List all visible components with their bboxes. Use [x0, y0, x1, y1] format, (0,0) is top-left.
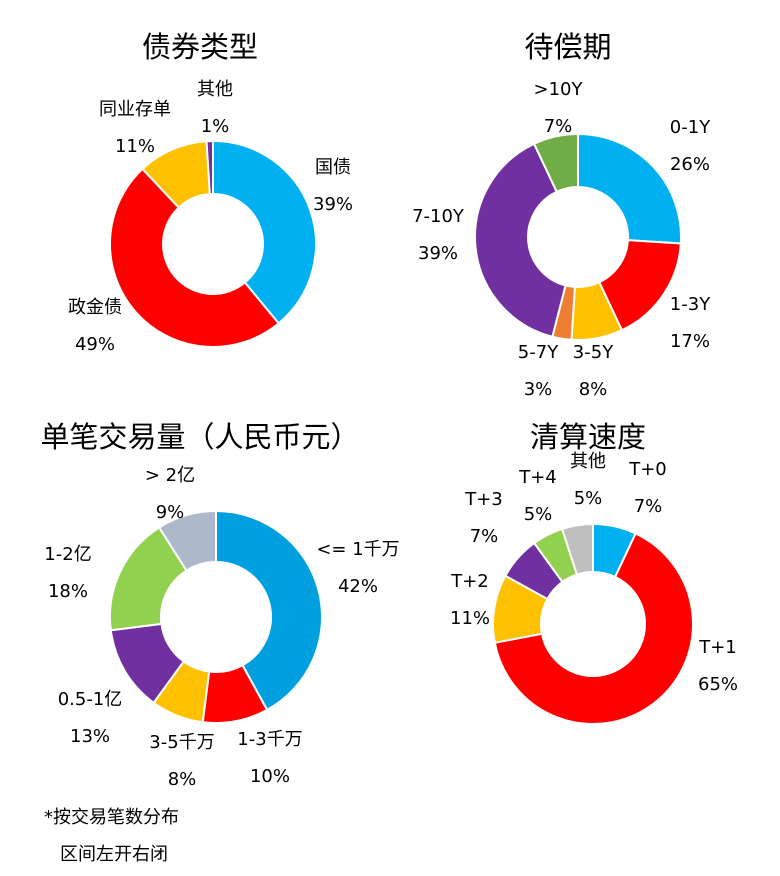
slice-label: 1-2亿 18%: [44, 536, 91, 610]
slice-percent: 7%: [633, 496, 663, 517]
slice-percent: 5%: [523, 504, 553, 525]
slice-label: 3-5Y 8%: [573, 334, 613, 408]
slice-category: T+4: [519, 467, 557, 488]
slice-label: T+4 5%: [519, 459, 557, 533]
slice-category: 1-3千万: [237, 729, 303, 750]
slice-category: 5-7Y: [517, 342, 559, 363]
slice-percent: 18%: [47, 581, 88, 602]
slice-label: > 2亿 9%: [145, 457, 195, 531]
slice-percent: 65%: [697, 674, 739, 695]
slice-label: 政金债 49%: [68, 289, 122, 363]
slice-category: 0.5-1亿: [57, 689, 123, 710]
slice-label: 3-5千万 8%: [149, 724, 214, 798]
slice-percent: 10%: [249, 766, 290, 787]
slice-percent: 1%: [200, 116, 230, 137]
slice-category: 1-3Y: [669, 294, 711, 315]
slice-label: 7-10Y 39%: [412, 198, 464, 272]
slice-category: 国债: [314, 157, 351, 178]
donut-slice: [560, 522, 594, 576]
slice-label: 1-3千万 10%: [237, 721, 302, 795]
slice-category: 0-1Y: [669, 117, 711, 138]
slice-category: 其他: [570, 451, 606, 472]
slice-category: <= 1千万: [316, 539, 400, 560]
slice-label: T+1 65%: [698, 629, 738, 703]
slice-percent: 8%: [578, 379, 608, 400]
slice-category: T+0: [629, 459, 667, 480]
slice-category: T+2: [451, 571, 489, 592]
slice-label: 0.5-1亿 13%: [58, 681, 123, 755]
slice-percent: 26%: [669, 154, 710, 175]
chart-title: 债券类型: [141, 30, 259, 64]
slice-category: > 2亿: [144, 465, 196, 486]
slice-percent: 11%: [449, 608, 491, 629]
donut-slice: [532, 132, 579, 194]
slice-percent: 11%: [114, 136, 155, 157]
slice-percent: 39%: [417, 243, 459, 264]
slice-category: 3-5Y: [572, 342, 614, 363]
slice-category: 3-5千万: [149, 732, 215, 753]
slice-label: <= 1千万 42%: [316, 531, 399, 605]
slice-percent: 49%: [74, 334, 115, 355]
slice-category: 政金债: [68, 297, 122, 318]
slice-label: T+0 7%: [629, 451, 667, 525]
chart-title: 待偿期: [524, 30, 612, 64]
chart-title: 单笔交易量（人民币元）: [40, 420, 360, 454]
slice-percent: 17%: [669, 331, 710, 352]
donut-slice: [577, 132, 682, 245]
donut-slice: [215, 509, 323, 712]
slice-percent: 9%: [155, 502, 185, 523]
slice-label: 国债 39%: [313, 149, 353, 223]
footnote-line2: 区间左开右闭: [60, 844, 168, 865]
slice-percent: 42%: [337, 576, 378, 597]
slice-category: 其他: [197, 79, 233, 100]
slice-category: T+1: [699, 637, 737, 658]
slice-category: T+3: [465, 489, 503, 510]
slice-category: >10Y: [533, 79, 583, 100]
slice-percent: 5%: [573, 488, 603, 509]
donut-slice: [493, 532, 694, 725]
slice-label: T+2 11%: [450, 563, 490, 637]
donut-slice: [109, 167, 281, 348]
slice-percent: 7%: [543, 116, 573, 137]
slice-percent: 39%: [312, 194, 354, 215]
donut-slice: [474, 142, 567, 338]
slice-category: 7-10Y: [412, 206, 464, 227]
slice-label: >10Y 7%: [534, 71, 583, 145]
slice-percent: 7%: [469, 526, 499, 547]
slice-label: 0-1Y 26%: [670, 109, 710, 183]
slice-percent: 3%: [523, 379, 553, 400]
slice-percent: 8%: [167, 769, 197, 790]
donut-slice: [205, 139, 214, 196]
donut-slice: [212, 139, 317, 325]
donut-slice: [157, 509, 217, 572]
slice-label: 1-3Y 17%: [670, 286, 710, 360]
slice-label: 其他 5%: [570, 443, 606, 517]
slice-label: 5-7Y 3%: [518, 334, 558, 408]
slice-percent: 13%: [69, 726, 111, 747]
slice-label: 同业存单 11%: [99, 91, 171, 165]
footnote-line1: *按交易笔数分布: [44, 807, 179, 828]
slice-label: T+3 7%: [465, 481, 503, 555]
slice-category: 1-2亿: [44, 544, 92, 565]
chart-title: 清算速度: [529, 420, 647, 454]
slice-label: 其他 1%: [197, 71, 233, 145]
slice-category: 同业存单: [99, 99, 171, 120]
